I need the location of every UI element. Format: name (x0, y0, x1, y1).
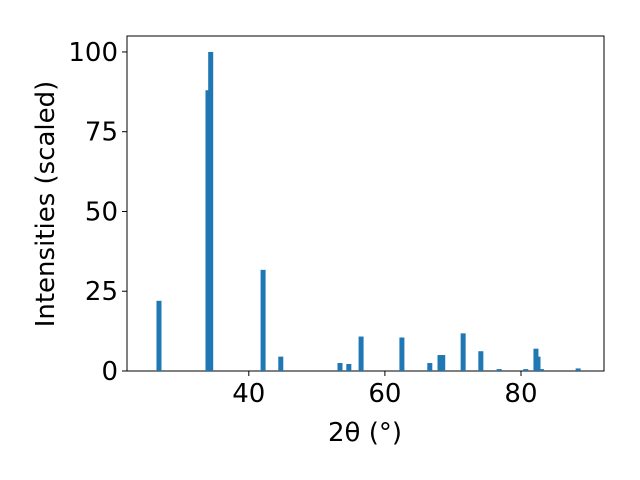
bar (260, 269, 266, 371)
bar (205, 90, 211, 371)
y-tick-label: 75 (85, 118, 118, 148)
y-tick-label: 50 (85, 197, 118, 227)
bar (278, 356, 284, 371)
y-tick-label: 0 (101, 357, 118, 387)
bar (440, 355, 446, 371)
bar (478, 351, 484, 371)
bar (358, 336, 364, 371)
bar (575, 368, 581, 371)
plot-frame (126, 35, 605, 372)
bar (538, 369, 544, 371)
bar (523, 369, 529, 371)
y-tick-label: 25 (85, 277, 118, 307)
bar (427, 363, 433, 371)
bar (437, 355, 443, 371)
bar (535, 356, 541, 371)
bar (460, 333, 466, 371)
bar (208, 51, 214, 371)
y-axis-label: Intensities (scaled) (31, 81, 61, 328)
bar (337, 363, 343, 371)
bar (496, 369, 502, 371)
x-tick-label: 40 (232, 379, 265, 409)
x-tick-label: 80 (504, 379, 537, 409)
x-axis-label: 2θ (°) (328, 418, 402, 448)
bar (156, 300, 162, 371)
bar (399, 337, 405, 371)
y-tick-label: 100 (68, 38, 118, 68)
bar (346, 363, 352, 371)
x-tick-label: 60 (368, 379, 401, 409)
